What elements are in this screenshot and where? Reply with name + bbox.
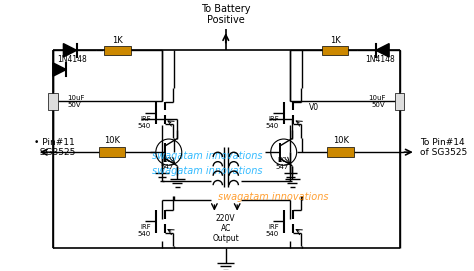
Bar (395, 93, 404, 110)
Text: swagatam innovations: swagatam innovations (218, 192, 328, 202)
Text: IRF
540: IRF 540 (137, 224, 151, 237)
Text: 1K: 1K (112, 36, 123, 45)
Text: IRF
540: IRF 540 (266, 224, 279, 237)
Text: To Pin#14
of SG3525: To Pin#14 of SG3525 (420, 138, 468, 157)
Text: 10K: 10K (333, 136, 349, 145)
Text: • Pin#11
  SG3525: • Pin#11 SG3525 (34, 138, 75, 157)
Text: To Battery
Positive: To Battery Positive (201, 4, 251, 25)
Text: BC
547: BC 547 (275, 157, 289, 170)
Polygon shape (376, 44, 389, 57)
Text: swagatam innovations: swagatam innovations (152, 151, 262, 161)
Text: 220V
AC
Output: 220V AC Output (212, 214, 239, 243)
Bar (48, 93, 58, 110)
Polygon shape (53, 63, 66, 76)
Text: BC
547: BC 547 (160, 157, 173, 170)
Text: 1N4148: 1N4148 (58, 56, 87, 64)
Text: 10uF
50V: 10uF 50V (368, 95, 385, 108)
Bar (99, 147, 125, 157)
Text: IRF
540: IRF 540 (266, 116, 279, 129)
Text: 1N4148: 1N4148 (365, 56, 395, 64)
Bar (104, 46, 131, 55)
Text: swagatam innovations: swagatam innovations (152, 166, 262, 176)
Bar (322, 46, 348, 55)
Bar (328, 147, 354, 157)
Text: 10uF
50V: 10uF 50V (67, 95, 85, 108)
Text: 1K: 1K (329, 36, 340, 45)
Text: 10K: 10K (104, 136, 120, 145)
Polygon shape (64, 44, 77, 57)
Text: IRF
540: IRF 540 (137, 116, 151, 129)
Text: V0: V0 (310, 104, 319, 112)
